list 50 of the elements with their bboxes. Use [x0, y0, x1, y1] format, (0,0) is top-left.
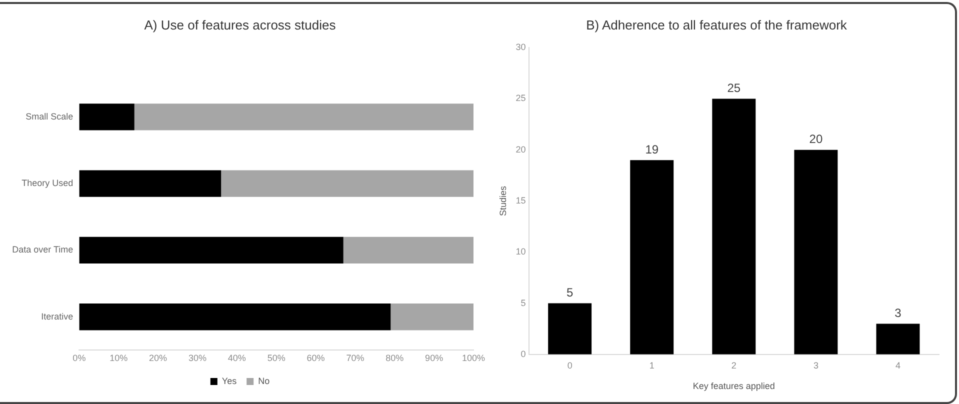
- x-axis-title: Key features applied: [692, 381, 775, 392]
- bar: [390, 304, 474, 330]
- bar: [548, 303, 592, 354]
- y-axis-title: Studies: [498, 185, 508, 216]
- bar: [79, 304, 391, 330]
- bar: [794, 150, 838, 354]
- y-tick-label: 20: [516, 144, 526, 154]
- bar: [712, 98, 756, 354]
- x-tick-label: 2: [731, 360, 736, 370]
- x-tick-label: 100%: [462, 353, 486, 364]
- data-label: 5: [566, 286, 574, 300]
- x-tick-label: 10%: [110, 353, 128, 364]
- y-tick-label: Small Scale: [26, 111, 74, 122]
- bar: [79, 236, 344, 264]
- data-label: 3: [894, 306, 902, 320]
- y-tick-label: 30: [516, 42, 526, 52]
- y-tick-label: Theory Used: [22, 178, 74, 188]
- bar: [221, 170, 474, 197]
- bar: [343, 236, 474, 264]
- y-tick-label: Data over Time: [12, 244, 74, 255]
- legend-label: No: [258, 376, 270, 386]
- data-label: 19: [645, 142, 659, 156]
- bar: [79, 104, 134, 130]
- x-tick-label: 70%: [346, 353, 364, 364]
- x-tick-label: 0: [567, 360, 572, 370]
- bar: [79, 170, 222, 197]
- x-tick-label: 60%: [306, 353, 325, 364]
- x-tick-label: 1: [649, 360, 654, 370]
- bar: [134, 104, 474, 130]
- x-tick-label: 30%: [188, 353, 206, 364]
- y-tick-label: 15: [516, 195, 526, 206]
- y-tick-label: Iterative: [41, 311, 74, 322]
- data-label: 25: [727, 81, 741, 96]
- y-tick-label: 5: [520, 298, 526, 308]
- x-tick-label: 4: [895, 360, 900, 370]
- data-label: 20: [809, 132, 823, 146]
- y-tick-label: 10: [516, 246, 526, 257]
- x-tick-label: 80%: [386, 353, 404, 364]
- x-tick-label: 0%: [72, 353, 86, 364]
- bar: [876, 324, 920, 354]
- y-tick-label: 25: [516, 93, 526, 104]
- x-tick-label: 3: [813, 360, 818, 370]
- chart-title: A) Use of features across studies: [144, 17, 336, 32]
- chart-title: B) Adherence to all features of the framework: [586, 17, 848, 32]
- x-tick-label: 90%: [425, 353, 444, 364]
- legend-label: Yes: [222, 376, 238, 386]
- bar: [630, 160, 674, 354]
- x-tick-label: 40%: [228, 353, 246, 364]
- x-tick-label: 20%: [149, 353, 168, 364]
- x-tick-label: 50%: [267, 353, 286, 364]
